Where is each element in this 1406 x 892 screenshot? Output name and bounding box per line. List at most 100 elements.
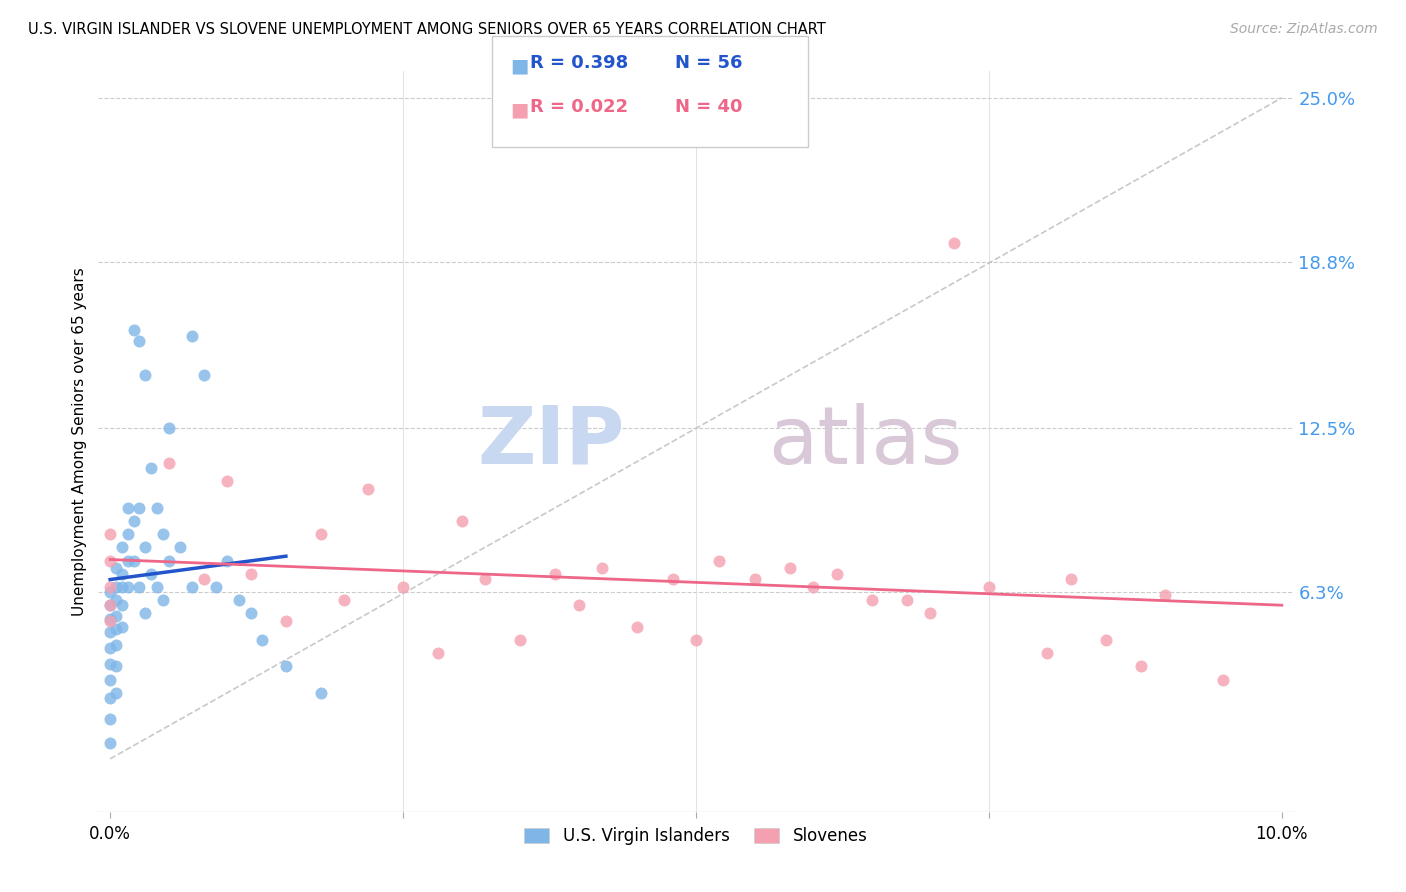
Point (509, 632, 531, 647)
Point (157, 456, 180, 470)
Point (779, 561, 801, 575)
Text: ■: ■ (510, 56, 529, 75)
Text: 10.0%: 10.0% (1256, 825, 1308, 843)
Point (98, 673, 121, 687)
Point (204, 580, 226, 594)
Point (117, 553, 139, 567)
Point (122, 553, 145, 567)
Point (105, 659, 128, 673)
Point (309, 527, 332, 541)
Point (111, 599, 134, 613)
Point (661, 572, 683, 586)
Text: Source: ZipAtlas.com: Source: ZipAtlas.com (1230, 22, 1378, 37)
Point (169, 541, 191, 555)
Point (98, 640, 121, 655)
Point (98, 599, 121, 613)
Point (146, 500, 169, 515)
Text: R = 0.398: R = 0.398 (530, 54, 628, 71)
Point (98, 527, 121, 541)
Point (193, 368, 215, 383)
Point (709, 553, 731, 567)
Point (98, 691, 121, 706)
Point (333, 593, 356, 607)
Point (152, 527, 174, 541)
Point (217, 553, 239, 567)
Point (392, 580, 415, 594)
Point (744, 572, 766, 586)
Point (105, 580, 128, 594)
Point (217, 474, 239, 488)
Point (98, 580, 121, 594)
Point (1212, 673, 1234, 687)
Text: U.S. VIRGIN ISLANDER VS SLOVENE UNEMPLOYMENT AMONG SENIORS OVER 65 YEARS CORRELA: U.S. VIRGIN ISLANDER VS SLOVENE UNEMPLOY… (28, 22, 825, 37)
Point (157, 421, 180, 435)
Point (309, 686, 332, 700)
Point (134, 607, 156, 621)
Point (141, 461, 163, 475)
Y-axis label: Unemployment Among Seniors over 65 years: Unemployment Among Seniors over 65 years (72, 268, 87, 615)
Point (105, 686, 128, 700)
Point (157, 553, 180, 567)
Point (252, 632, 274, 647)
Point (1130, 659, 1153, 673)
Point (98, 712, 121, 726)
Point (239, 607, 262, 621)
Point (274, 659, 297, 673)
Point (193, 572, 215, 586)
Text: atlas: atlas (768, 402, 962, 481)
Point (239, 566, 262, 581)
Point (117, 500, 139, 515)
Point (105, 561, 128, 575)
Point (942, 236, 965, 251)
Text: ■: ■ (510, 101, 529, 120)
Point (685, 632, 707, 647)
Point (128, 500, 150, 515)
Point (1036, 646, 1059, 660)
Point (105, 593, 128, 607)
Point (274, 615, 297, 629)
Point (98, 585, 121, 599)
Point (98, 624, 121, 639)
Legend: U.S. Virgin Islanders, Slovenes: U.S. Virgin Islanders, Slovenes (517, 820, 875, 852)
Point (626, 619, 648, 633)
Point (122, 324, 145, 338)
Point (105, 638, 128, 652)
Point (105, 622, 128, 636)
Point (134, 368, 156, 383)
Point (111, 566, 134, 581)
Point (1095, 632, 1118, 647)
Point (427, 646, 450, 660)
Point (544, 566, 567, 581)
Point (896, 593, 918, 607)
Point (357, 482, 380, 496)
Point (228, 593, 250, 607)
Point (801, 580, 824, 594)
Point (98, 736, 121, 750)
Text: N = 40: N = 40 (675, 98, 742, 116)
Point (181, 328, 204, 343)
Point (98, 553, 121, 567)
Point (977, 580, 1000, 594)
Text: N = 56: N = 56 (675, 54, 742, 71)
Point (111, 580, 134, 594)
Point (1060, 572, 1083, 586)
Point (111, 619, 134, 633)
Point (117, 580, 139, 594)
Text: 0.0%: 0.0% (89, 825, 131, 843)
Point (105, 609, 128, 624)
Point (128, 334, 150, 348)
Point (825, 566, 848, 581)
Point (181, 580, 204, 594)
Point (122, 514, 145, 528)
Point (920, 607, 942, 621)
Point (111, 541, 134, 555)
Point (146, 580, 169, 594)
Text: R = 0.022: R = 0.022 (530, 98, 628, 116)
Point (98, 599, 121, 613)
Point (591, 561, 613, 575)
Point (1153, 588, 1175, 602)
Point (128, 580, 150, 594)
Point (568, 599, 591, 613)
Point (98, 657, 121, 671)
Point (98, 612, 121, 626)
